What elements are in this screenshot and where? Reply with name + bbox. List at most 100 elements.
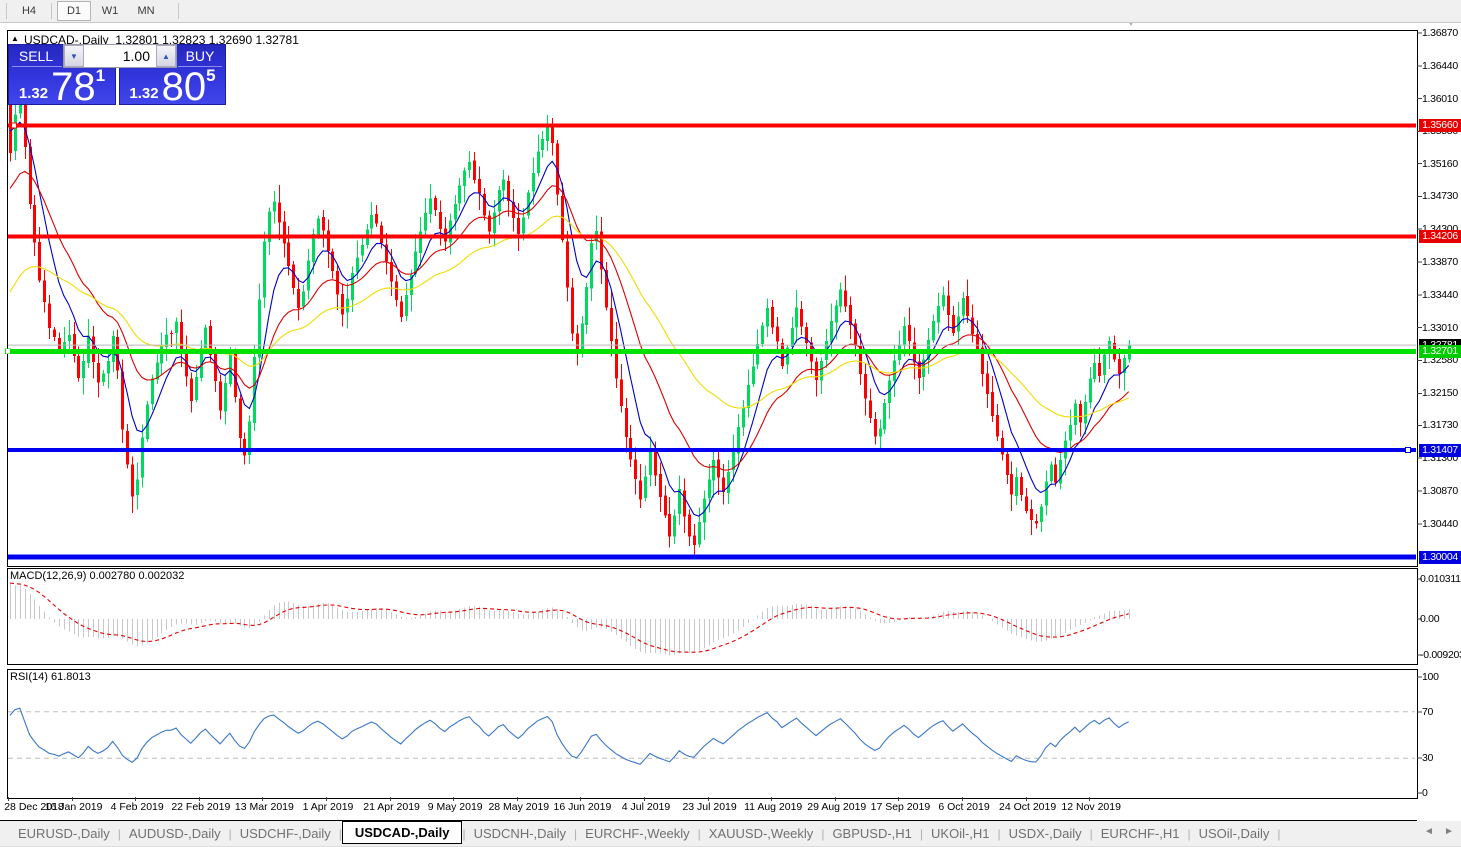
tab-separator: | (821, 826, 825, 841)
one-click-trade-panel: SELL 1.32 78 1 BUY 1.32 80 5 ▼ 1.00 ▲ (8, 44, 226, 109)
price-tick-label: 1.36010 (1422, 92, 1458, 105)
macd-indicator-label: MACD(12,26,9) 0.002780 0.002032 (10, 570, 185, 582)
tab-separator: | (1187, 826, 1191, 841)
chart-tab-eurchf-weekly[interactable]: EURCHF-,Weekly (585, 826, 690, 841)
tab-separator: | (919, 826, 924, 841)
price-tick-label: 1.33870 (1422, 256, 1458, 269)
level-price-label: 1.35660 (1419, 118, 1461, 132)
timeframe-button-h4[interactable]: H4 (21, 5, 37, 17)
chart-tabs-bar: EURUSD-,Daily | AUDUSD-,Daily | USDCHF-,Dail… (0, 821, 1461, 847)
tab-separator: | (574, 826, 578, 841)
chart-tab-usoil-daily[interactable]: USOil-,Daily (1198, 826, 1270, 841)
chart-tab-xauusd-weekly[interactable]: XAUUSD-,Weekly (708, 826, 814, 841)
date-axis-label: 11 Aug 2019 (744, 801, 803, 813)
tab-separator: | (338, 826, 342, 841)
macd-axis-label: -0.009203 (1420, 648, 1461, 661)
date-axis-label: 16 Jan 2019 (44, 801, 103, 813)
rsi-panel-frame (7, 669, 1418, 799)
level-price-label: 1.32701 (1419, 344, 1461, 358)
timeframe-toolbar: H4 D1 W1 MN (0, 0, 1461, 23)
tab-separator: | (462, 826, 466, 841)
volume-spinner: ▼ 1.00 ▲ (63, 44, 177, 68)
macd-value-2: 0.002032 (138, 570, 185, 582)
date-axis-label: 22 Feb 2019 (171, 801, 231, 813)
price-tick-label: 1.36440 (1422, 59, 1458, 72)
sell-price[interactable]: 1.32 78 1 (9, 64, 115, 109)
level-price-label: 1.30004 (1419, 550, 1461, 564)
date-axis-label: 28 May 2019 (488, 801, 550, 813)
level-price-label: 1.31407 (1419, 443, 1461, 457)
date-axis-label: 4 Jul 2019 (621, 801, 671, 813)
buy-price[interactable]: 1.32 80 5 (120, 64, 225, 109)
rsi-value: 61.8013 (50, 671, 91, 683)
price-tick-label: 1.35160 (1422, 157, 1458, 170)
price-tick-label: 1.30440 (1422, 517, 1458, 530)
chart-tab-usdcnh-daily[interactable]: USDCNH-,Daily (473, 826, 567, 841)
ohlc-readout: 1.32801 1.32823 1.32690 1.32781 (115, 33, 299, 47)
tabs-scroll-right[interactable]: ► (1444, 826, 1454, 837)
price-tick-label: 1.30870 (1422, 485, 1458, 498)
sell-price-point: 1 (95, 65, 106, 85)
collapse-arrow-icon[interactable]: ▲ (11, 34, 19, 43)
level-price-label: 1.34206 (1419, 229, 1461, 243)
tabs-scroll-left[interactable]: ◄ (1424, 826, 1434, 837)
price-tick-label: 1.33440 (1422, 288, 1458, 301)
buy-price-pips: 80 (161, 64, 207, 109)
volume-increase-button[interactable]: ▲ (156, 45, 176, 67)
price-tick-label: 1.33010 (1422, 321, 1458, 334)
volume-input[interactable]: 1.00 (122, 48, 150, 64)
price-tick-label: 1.32150 (1422, 387, 1458, 400)
rsi-indicator-label: RSI(14) 61.8013 (10, 671, 91, 683)
sell-button[interactable]: SELL (18, 48, 54, 64)
main-chart-frame (7, 30, 1418, 567)
chart-tab-gbpusd-h1[interactable]: GBPUSD-,H1 (832, 826, 912, 841)
date-axis-label: 4 Feb 2019 (110, 801, 164, 813)
rsi-axis-label: 100 (1422, 671, 1439, 683)
price-tick-label: 1.34730 (1422, 190, 1458, 203)
chart-tab-ukoil-h1[interactable]: UKOil-,H1 (931, 826, 990, 841)
chart-tab-usdx-daily[interactable]: USDX-,Daily (1008, 826, 1082, 841)
buy-underline (177, 66, 222, 67)
rsi-axis-label: 0 (1422, 787, 1428, 799)
macd-axis-label: 0.00 (1420, 613, 1440, 625)
date-axis-label: 1 Apr 2019 (302, 801, 354, 813)
tab-separator: | (1277, 826, 1281, 841)
sell-price-pips: 78 (51, 64, 96, 109)
date-axis-label: 13 Mar 2019 (234, 801, 294, 813)
date-axis-label: 24 Oct 2019 (998, 801, 1057, 813)
price-tick-label: 1.31730 (1422, 419, 1458, 432)
macd-axis-label: 0.010311 (1420, 572, 1461, 585)
chart-tab-eurusd-daily[interactable]: EURUSD-,Daily (18, 826, 110, 841)
chart-tab-usdchf-daily[interactable]: USDCHF-,Daily (239, 826, 331, 841)
date-axis-label: 29 Aug 2019 (807, 801, 867, 813)
tabbar-top-border (0, 820, 1417, 821)
chart-shift-marker[interactable]: ▼ (1126, 18, 1136, 29)
rsi-axis-label: 70 (1422, 705, 1434, 718)
tab-separator: | (228, 826, 232, 841)
date-axis-label: 23 Jul 2019 (682, 801, 737, 813)
macd-value-1: 0.002780 (89, 570, 136, 582)
volume-decrease-button[interactable]: ▼ (64, 45, 84, 67)
buy-button[interactable]: BUY (185, 48, 215, 64)
timeframe-button-w1[interactable]: W1 (101, 5, 119, 17)
chart-title: USDCAD-,Daily 1.32801 1.32823 1.32690 1.… (24, 33, 299, 47)
chart-tab-audusd-daily[interactable]: AUDUSD-,Daily (128, 826, 221, 841)
sell-price-big-figure: 1.32 (18, 85, 49, 102)
date-axis-label: 16 Jun 2019 (553, 801, 612, 813)
sell-underline (12, 66, 62, 67)
tab-separator: | (697, 826, 701, 841)
macd-panel-frame (7, 568, 1418, 665)
chart-tab-usdcad-daily[interactable]: USDCAD-,Daily (341, 821, 463, 844)
date-axis-label: 12 Nov 2019 (1061, 801, 1121, 813)
tab-separator: | (1089, 826, 1093, 841)
price-tick-label: 1.36870 (1422, 27, 1458, 39)
date-axis-label: 9 May 2019 (427, 801, 483, 813)
timeframe-button-d1[interactable]: D1 (57, 1, 91, 21)
date-axis-label: 6 Oct 2019 (938, 801, 990, 813)
chart-tab-eurchf-h1[interactable]: EURCHF-,H1 (1100, 826, 1180, 841)
tab-separator: | (117, 826, 121, 841)
buy-price-big-figure: 1.32 (129, 85, 159, 102)
timeframe-button-mn[interactable]: MN (137, 5, 155, 17)
date-axis-label: 21 Apr 2019 (363, 801, 420, 813)
